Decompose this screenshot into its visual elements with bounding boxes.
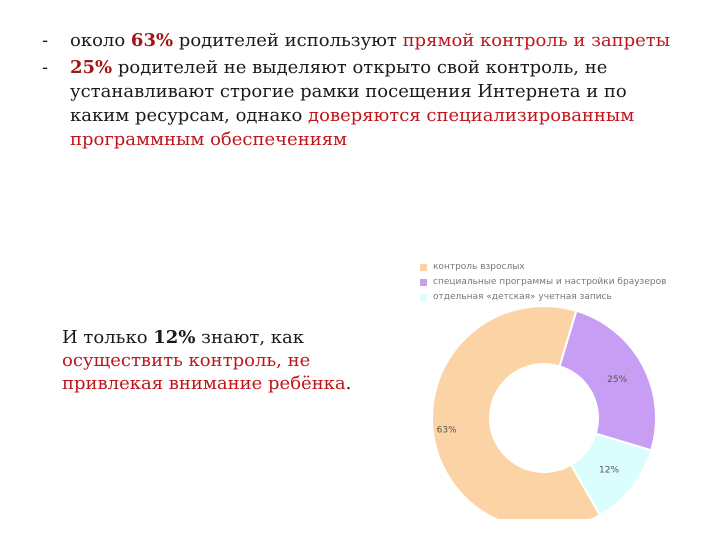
chart-legend: контроль взрослых специальные программы и… (420, 260, 670, 305)
slice-label: 63% (437, 425, 457, 435)
bullet-highlight: прямой контроль и запреты (402, 30, 671, 51)
callout-highlight: осуществить контроль, не привлекая внима… (62, 350, 346, 394)
legend-swatch (420, 294, 427, 301)
bullet-text: родителей используют (173, 30, 403, 51)
legend-label: отдельная «детская» учетная запись (433, 292, 612, 302)
donut-slice (431, 305, 602, 519)
callout-percent: 12% (153, 327, 196, 348)
bullet-dash: - (42, 30, 49, 51)
donut-slice (569, 432, 653, 517)
slice-label: 25% (607, 375, 627, 385)
legend-label: специальные программы и настройки браузе… (433, 277, 667, 287)
bullet-dash: - (42, 57, 49, 78)
callout-text: И только 12% знают, как осуществить конт… (62, 326, 362, 395)
legend-item: контроль взрослых (420, 260, 670, 275)
bullet-highlight: доверяются специализированным программны… (70, 105, 635, 150)
legend-item: специальные программы и настройки браузе… (420, 275, 670, 290)
donut-chart: 63% 25% 12% (431, 305, 657, 519)
legend-swatch (420, 264, 427, 271)
legend-item: отдельная «детская» учетная запись (420, 290, 670, 305)
callout-part: . (345, 373, 352, 394)
legend-swatch (420, 279, 427, 286)
callout-part: И только (62, 327, 154, 348)
bullet-text: около (70, 30, 131, 51)
slice-label: 12% (599, 466, 619, 476)
bullet-percent: 63% (130, 30, 174, 51)
bullet-item-2: - 25% родителей не выделяют открыто свой… (42, 56, 682, 152)
donut-slice (558, 309, 657, 452)
legend-label: контроль взрослых (433, 262, 525, 272)
bullet-percent: 25% (70, 57, 113, 78)
callout-part: знают, как (195, 327, 304, 348)
bullet-list: - около 63% родителей используют прямой к… (42, 29, 682, 152)
bullet-item-1: - около 63% родителей используют прямой к… (42, 29, 682, 53)
bullet-text: родителей не выделяют открыто свой контр… (70, 57, 627, 126)
